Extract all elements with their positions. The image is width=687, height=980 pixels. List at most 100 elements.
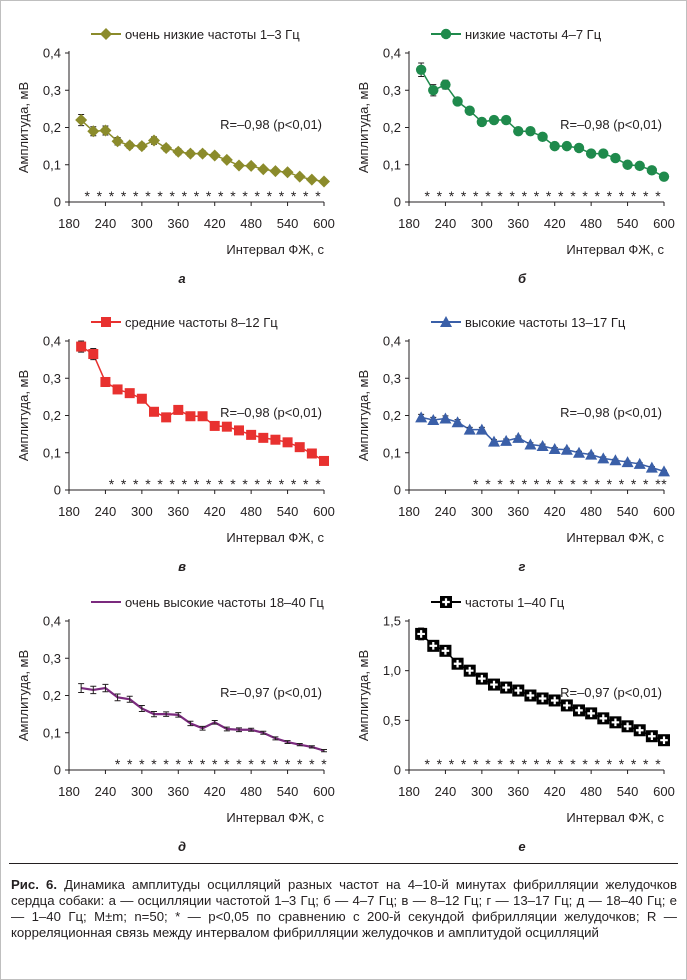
error-bar [138, 705, 145, 713]
data-point [209, 420, 220, 431]
significance-star: * [570, 476, 576, 492]
y-tick-label: 0 [394, 763, 401, 778]
significance-star: * [169, 188, 175, 204]
significance-star: * [558, 188, 564, 204]
x-tick-label: 420 [544, 504, 566, 519]
y-tick-label: 0,1 [383, 157, 401, 172]
significance-star: * [139, 756, 145, 772]
significance-star: * [279, 188, 285, 204]
significance-star: * [109, 476, 115, 492]
significance-star: * [546, 756, 552, 772]
legend-marker [440, 316, 452, 327]
data-point [161, 412, 172, 423]
data-point [560, 443, 573, 455]
data-point-cross [599, 714, 608, 723]
panel-letter: г [519, 559, 526, 574]
data-point-cross [587, 709, 595, 718]
significance-star: * [176, 756, 182, 772]
significance-star: * [303, 476, 309, 492]
chart-panel-e: 0 0,5 1,0 1,5 180 240 300 360 420 480 540 600 Амплит… [356, 595, 675, 854]
y-tick-label: 0,4 [43, 46, 61, 61]
significance-star: * [655, 188, 661, 204]
data-point [88, 349, 99, 360]
x-tick-label: 180 [58, 504, 80, 519]
significance-star: * [631, 188, 637, 204]
significance-star: * [254, 188, 260, 204]
x-tick-label: 420 [544, 784, 566, 799]
data-point [221, 421, 232, 432]
x-tick-label: 360 [507, 216, 529, 231]
significance-star: * [121, 476, 127, 492]
significance-star: * [218, 188, 224, 204]
data-point [136, 393, 147, 404]
data-point-cross [429, 642, 438, 650]
significance-star: * [248, 756, 254, 772]
significance-star: * [607, 188, 613, 204]
data-point [488, 114, 500, 126]
significance-star: * [121, 188, 127, 204]
error-bar [78, 683, 85, 694]
chart-panel-b: 0 0,1 0,2 0,3 0,4 180 240 300 360 420 480 540 600 Амп… [356, 27, 675, 286]
legend-marker [101, 317, 111, 327]
data-point [172, 145, 185, 158]
x-tick-label: 360 [167, 504, 189, 519]
x-axis-label: Интервал ФЖ, с [226, 530, 324, 545]
chart-panel-g: 0 0,1 0,2 0,3 0,4 180 240 300 360 420 480 540 600 Амп… [356, 315, 675, 574]
significance-star: * [109, 188, 115, 204]
significance-star: * [291, 188, 297, 204]
data-point [645, 461, 658, 473]
y-tick-label: 0 [394, 195, 401, 210]
significance-star: * [127, 756, 133, 772]
x-tick-label: 300 [471, 504, 493, 519]
significance-star: * [661, 476, 667, 492]
significance-star: * [509, 756, 515, 772]
data-point [245, 159, 258, 172]
significance-star: * [509, 476, 515, 492]
data-point [621, 456, 634, 468]
correlation-annotation: R=–0,97 (p<0,01) [560, 685, 662, 700]
data-point [463, 423, 476, 435]
data-point [123, 139, 136, 152]
y-tick-label: 0,4 [383, 334, 401, 349]
data-point [585, 448, 598, 460]
y-tick-label: 0,2 [43, 688, 61, 703]
caption-lead: Рис. 6. [11, 877, 58, 892]
data-point-cross [660, 736, 668, 744]
figure-caption: Рис. 6. Динамика амплитуды осцилляций ра… [11, 877, 677, 941]
legend-label: низкие частоты 4–7 Гц [465, 27, 602, 42]
data-point [306, 448, 317, 459]
data-point [149, 406, 159, 417]
data-point [196, 147, 209, 160]
y-tick-label: 0,3 [43, 651, 61, 666]
significance-star: * [631, 756, 637, 772]
error-bar [163, 711, 170, 717]
x-tick-label: 420 [204, 504, 226, 519]
data-point [549, 140, 560, 152]
significance-star: * [151, 756, 157, 772]
y-tick-label: 0,3 [43, 371, 61, 386]
data-point [537, 131, 548, 143]
significance-star: * [242, 188, 248, 204]
data-point [294, 442, 305, 453]
error-bar [187, 720, 194, 727]
significance-star: * [424, 188, 430, 204]
data-point-cross [538, 694, 547, 703]
panel-letter: б [518, 271, 527, 286]
data-point-cross [648, 732, 656, 741]
x-tick-label: 180 [398, 784, 420, 799]
panel-letter: е [518, 839, 525, 854]
y-tick-label: 0,4 [383, 46, 401, 61]
significance-star: * [594, 188, 600, 204]
significance-star: * [291, 476, 297, 492]
data-point [173, 404, 184, 415]
correlation-annotation: R=–0,98 (p<0,01) [560, 405, 662, 420]
x-tick-label: 540 [617, 504, 639, 519]
y-tick-label: 0,3 [383, 371, 401, 386]
significance-star: * [485, 756, 491, 772]
significance-star: * [534, 188, 540, 204]
y-axis-label: Амплитуда, мВ [356, 82, 371, 173]
significance-star: * [230, 188, 236, 204]
data-point [281, 166, 294, 179]
significance-star: * [315, 476, 321, 492]
significance-star: * [607, 476, 613, 492]
